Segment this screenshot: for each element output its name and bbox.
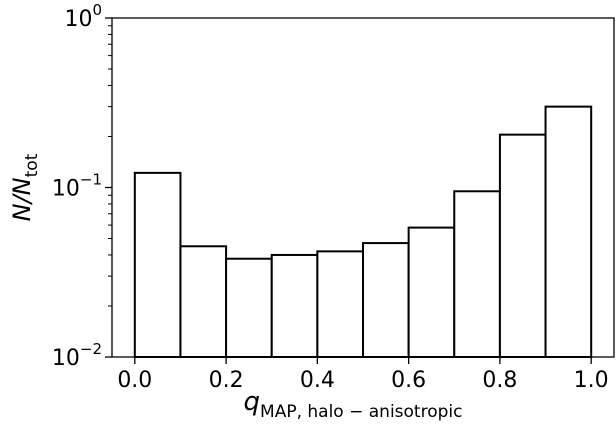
histogram-bar — [316, 250, 365, 358]
y-tick-label: 10−2 — [52, 340, 102, 371]
histogram-bar — [407, 226, 456, 358]
histogram-bar — [270, 253, 319, 359]
y-tick-label: 10−1 — [52, 171, 102, 202]
histogram-bar — [362, 242, 410, 358]
x-ticks: 0.0 0.2 0.4 0.6 0.8 1.0 — [117, 357, 609, 393]
histogram-bar — [133, 171, 182, 358]
plot-frame — [111, 17, 615, 358]
x-tick-label: 0.4 — [300, 368, 335, 393]
histogram-bar — [179, 245, 228, 358]
histogram-bar — [544, 105, 593, 358]
x-axis-label: qMAP, halo − anisotropic — [244, 387, 463, 422]
y-major-ticks: 100 10−1 10−2 — [52, 1, 112, 371]
histogram-bar — [453, 190, 501, 358]
y-minor-ticks — [108, 25, 112, 307]
x-tick-label: 0.8 — [482, 368, 517, 393]
bars-group — [133, 105, 593, 359]
x-tick-label: 0.0 — [117, 368, 152, 393]
x-tick-label: 1.0 — [574, 368, 609, 393]
histogram-bar — [498, 133, 547, 358]
x-tick-label: 0.6 — [391, 368, 426, 393]
y-tick-label: 100 — [64, 1, 102, 32]
x-tick-label: 0.2 — [209, 368, 244, 393]
y-axis-label: N/Ntot — [8, 153, 42, 221]
histogram-bar — [225, 257, 273, 359]
